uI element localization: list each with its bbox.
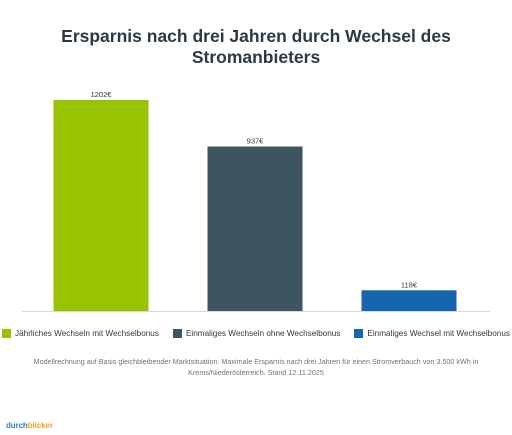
bar-2 — [207, 146, 303, 311]
bar-value-label-1: 1202€ — [91, 90, 113, 99]
brand-part-1: durch — [6, 421, 28, 430]
legend-label-3: Einmaliges Wechsel mit Wechselbonus — [367, 329, 510, 338]
bar-3 — [361, 290, 457, 311]
chart-title: Ersparnis nach drei Jahren durch Wechsel… — [61, 26, 451, 67]
legend-label-1: Jährliches Wechseln mit Wechselbonus — [15, 329, 159, 338]
legend-swatch-3 — [354, 329, 364, 338]
legend-swatch-1 — [2, 329, 11, 338]
chart-legend: Jährliches Wechseln mit Wechselbonus Ein… — [0, 329, 512, 338]
bar-1 — [53, 100, 149, 311]
legend-swatch-2 — [172, 329, 182, 338]
legend-item-3: Einmaliges Wechsel mit Wechselbonus — [354, 329, 510, 338]
footnote: Modellrechnung auf Basis gleichbleibende… — [33, 357, 479, 377]
bar-value-label-2: 937€ — [247, 137, 265, 146]
legend-label-2: Einmaliges Wechseln ohne Wechselbonus — [185, 329, 341, 338]
legend-item-1: Jährliches Wechseln mit Wechselbonus — [2, 329, 159, 338]
brand-logo: durchblicker — [6, 421, 53, 430]
bar-value-label-3: 118€ — [401, 280, 418, 289]
brand-part-2: blicker — [27, 421, 53, 430]
legend-item-2: Einmaliges Wechseln ohne Wechselbonus — [172, 329, 341, 338]
